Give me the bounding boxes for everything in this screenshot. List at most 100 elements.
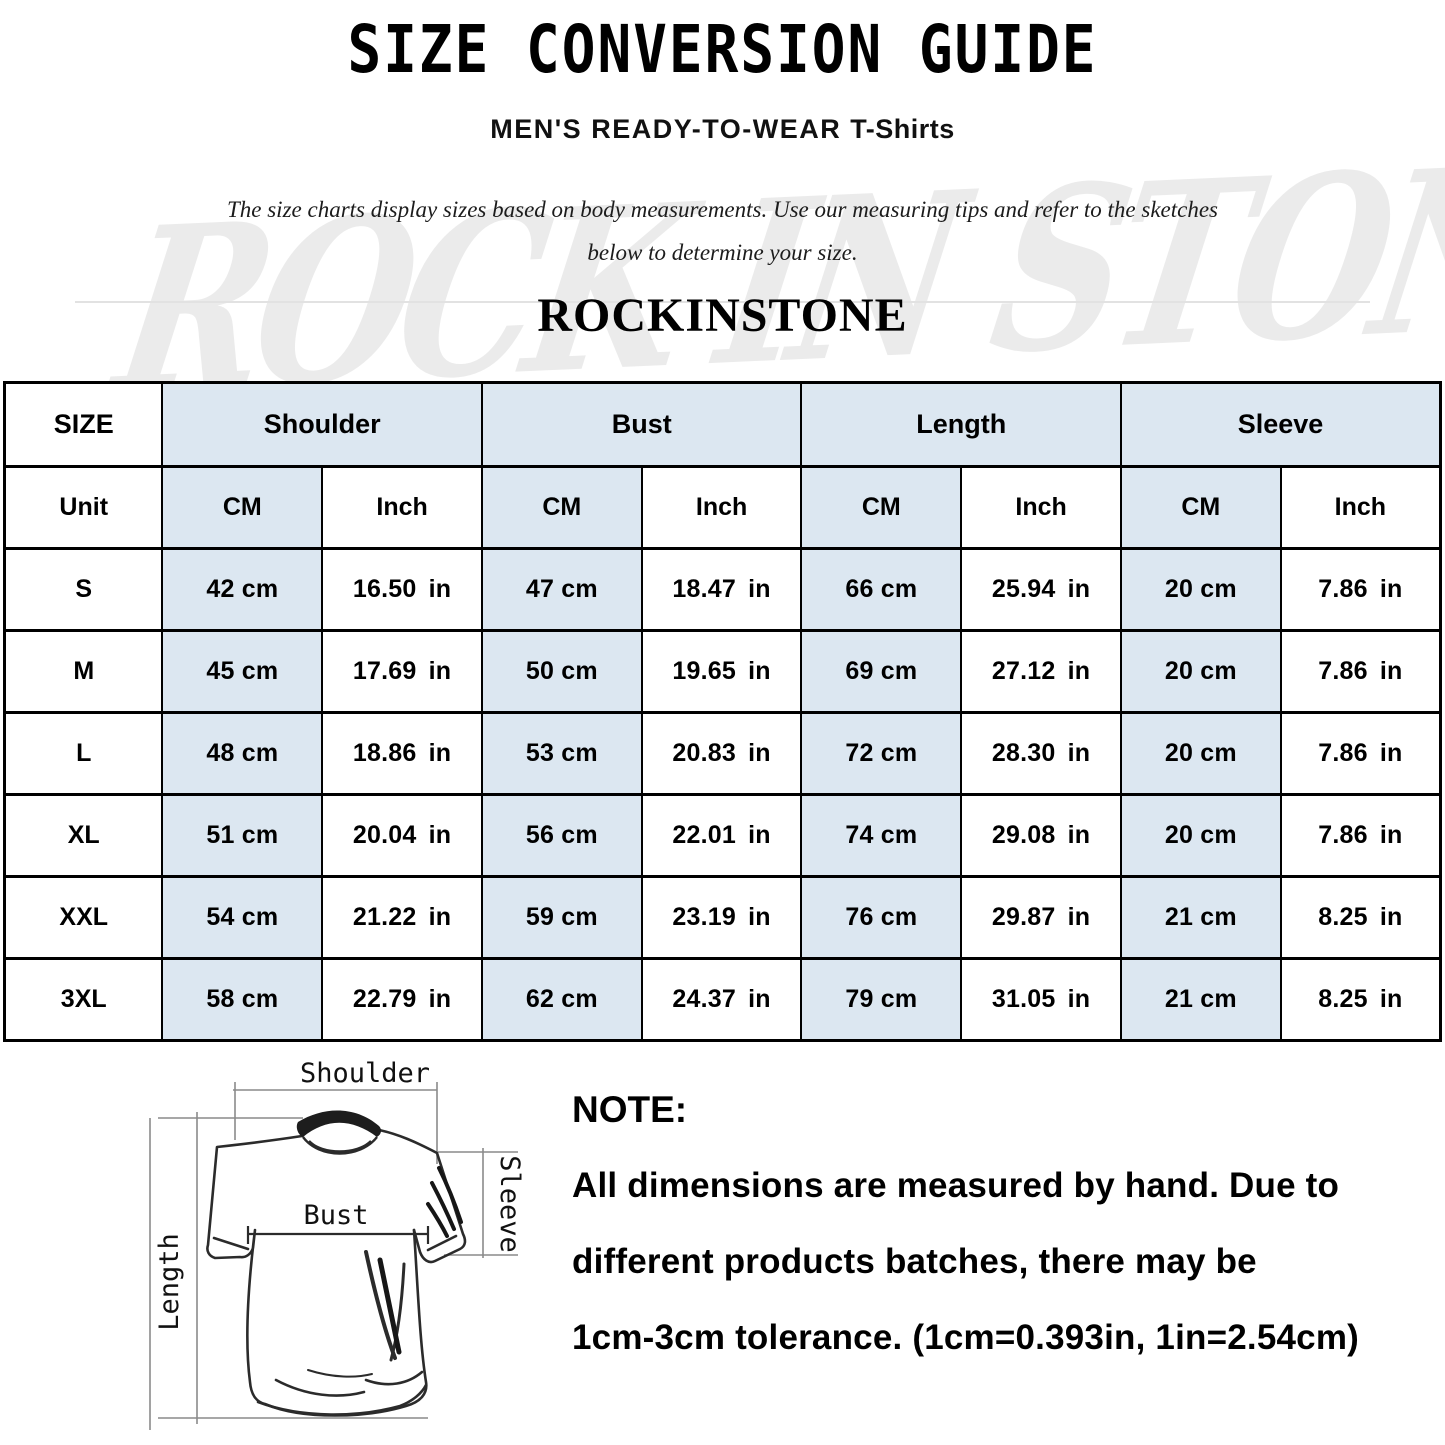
bust-inch-header: Inch (640, 465, 803, 550)
length-cm-header: CM (800, 465, 963, 550)
note-heading: NOTE: (572, 1089, 688, 1130)
sleeve-cm-value: 20 cm (1119, 711, 1282, 796)
sleeve-inch-value: 7.86 in (1279, 629, 1442, 714)
note-line-1: All dimensions are measured by hand. Due… (572, 1166, 1340, 1205)
bust-inch-value: 18.47 in (640, 547, 803, 632)
bust-cm-value: 47 cm (480, 547, 643, 632)
length-cm-value: 76 cm (800, 875, 963, 960)
sleeve-inch-value: 7.86 in (1279, 547, 1442, 632)
shoulder-inch-value: 17.69 in (321, 629, 483, 714)
bust-cm-value: 62 cm (480, 957, 643, 1042)
tshirt-sleeve-shading (377, 1166, 463, 1355)
length-inch-value: 29.08 in (960, 793, 1122, 878)
sleeve-inch-value: 8.25 in (1279, 957, 1442, 1042)
length-inch-value: 27.12 in (960, 629, 1122, 714)
bust-cm-value: 50 cm (480, 629, 643, 714)
length-inch-value: 31.05 in (960, 957, 1122, 1042)
tagline-line-2: below to determine your size. (587, 240, 858, 265)
size-label: XXL (3, 875, 164, 960)
watermark-divider (75, 301, 1370, 303)
tagline-line-1: The size charts display sizes based on b… (226, 197, 1219, 222)
size-label: L (3, 711, 164, 796)
length-cm-value: 74 cm (800, 793, 963, 878)
measurement-guide-lines (149, 1082, 518, 1430)
header-sleeve: Sleeve (1119, 381, 1442, 468)
shoulder-inch-value: 16.50 in (321, 547, 483, 632)
sleeve-inch-value: 7.86 in (1279, 793, 1442, 878)
diagram-bust-label: Bust (303, 1200, 368, 1231)
bust-cm-value: 53 cm (480, 711, 643, 796)
shoulder-cm-value: 45 cm (161, 629, 324, 714)
bust-inch-value: 22.01 in (640, 793, 803, 878)
diagram-length-label: Length (154, 1233, 185, 1331)
tshirt-outline (206, 1128, 467, 1417)
size-conversion-table: SIZE Shoulder Bust Length Sleeve Unit CM… (3, 381, 1442, 1042)
table-row-xxl: XXL 54 cm 21.22 in 59 cm 23.19 in 76 cm … (3, 875, 1442, 960)
bust-inch-value: 23.19 in (640, 875, 803, 960)
sleeve-cm-value: 21 cm (1119, 957, 1282, 1042)
table-row-3xl: 3XL 58 cm 22.79 in 62 cm 24.37 in 79 cm … (3, 957, 1442, 1042)
note-block: NOTE: All dimensions are measured by han… (572, 1072, 1445, 1376)
bust-inch-value: 20.83 in (640, 711, 803, 796)
length-inch-value: 25.94 in (960, 547, 1122, 632)
header-bust: Bust (480, 381, 803, 468)
table-row-m: M 45 cm 17.69 in 50 cm 19.65 in 69 cm 27… (3, 629, 1442, 714)
size-label: S (3, 547, 164, 632)
length-cm-value: 79 cm (800, 957, 963, 1042)
length-cm-value: 69 cm (800, 629, 963, 714)
sleeve-inch-value: 8.25 in (1279, 875, 1442, 960)
shoulder-inch-value: 20.04 in (321, 793, 483, 878)
size-label: M (3, 629, 164, 714)
header-unit: Unit (3, 465, 164, 550)
shoulder-cm-header: CM (161, 465, 324, 550)
tshirt-measurement-diagram: Shoulder Bust Length Sleeve (149, 1058, 525, 1430)
header-length: Length (800, 381, 1122, 468)
shoulder-cm-value: 51 cm (161, 793, 324, 878)
shoulder-cm-value: 58 cm (161, 957, 324, 1042)
diagram-shoulder-label: Shoulder (300, 1058, 430, 1089)
tshirt-collar-front (302, 1136, 378, 1155)
shoulder-inch-value: 21.22 in (321, 875, 483, 960)
tagline: The size charts display sizes based on b… (0, 188, 1445, 274)
bust-measure-line (246, 1226, 430, 1244)
brand-name: ROCKINSTONE (537, 289, 908, 342)
bust-cm-value: 59 cm (480, 875, 643, 960)
note-line-2: different products batches, there may be (572, 1242, 1257, 1281)
table-header-groups: SIZE Shoulder Bust Length Sleeve (3, 381, 1442, 468)
length-inch-header: Inch (960, 465, 1122, 550)
size-label: 3XL (3, 957, 164, 1042)
table-row-l: L 48 cm 18.86 in 53 cm 20.83 in 72 cm 28… (3, 711, 1442, 796)
subtitle-suffix: T-Shirts (850, 114, 955, 144)
page-subtitle: MEN'S READY-TO-WEAR T-Shirts (0, 114, 1445, 145)
sleeve-cm-value: 21 cm (1119, 875, 1282, 960)
shoulder-inch-header: Inch (321, 465, 483, 550)
bust-inch-value: 24.37 in (640, 957, 803, 1042)
sleeve-cm-header: CM (1119, 465, 1282, 550)
shoulder-inch-value: 18.86 in (321, 711, 483, 796)
shoulder-inch-value: 22.79 in (321, 957, 483, 1042)
length-cm-value: 66 cm (800, 547, 963, 632)
shoulder-cm-value: 54 cm (161, 875, 324, 960)
bust-inch-value: 19.65 in (640, 629, 803, 714)
sleeve-cm-value: 20 cm (1119, 793, 1282, 878)
bust-cm-value: 56 cm (480, 793, 643, 878)
sleeve-cm-value: 20 cm (1119, 629, 1282, 714)
length-inch-value: 29.87 in (960, 875, 1122, 960)
page-title: SIZE CONVERSION GUIDE (347, 12, 1098, 89)
sleeve-inch-value: 7.86 in (1279, 711, 1442, 796)
sleeve-inch-header: Inch (1279, 465, 1442, 550)
table-row-xl: XL 51 cm 20.04 in 56 cm 22.01 in 74 cm 2… (3, 793, 1442, 878)
length-inch-value: 28.30 in (960, 711, 1122, 796)
table-header-units: Unit CM Inch CM Inch CM Inch CM Inch (3, 465, 1442, 550)
size-label: XL (3, 793, 164, 878)
diagram-sleeve-label: Sleeve (494, 1155, 525, 1253)
header-size: SIZE (3, 381, 164, 468)
note-line-3: 1cm-3cm tolerance. (1cm=0.393in, 1in=2.5… (572, 1318, 1360, 1357)
length-cm-value: 72 cm (800, 711, 963, 796)
shoulder-cm-value: 48 cm (161, 711, 324, 796)
table-row-s: S 42 cm 16.50 in 47 cm 18.47 in 66 cm 25… (3, 547, 1442, 632)
header-shoulder: Shoulder (161, 381, 483, 468)
tshirt-collar (296, 1110, 382, 1137)
shoulder-cm-value: 42 cm (161, 547, 324, 632)
